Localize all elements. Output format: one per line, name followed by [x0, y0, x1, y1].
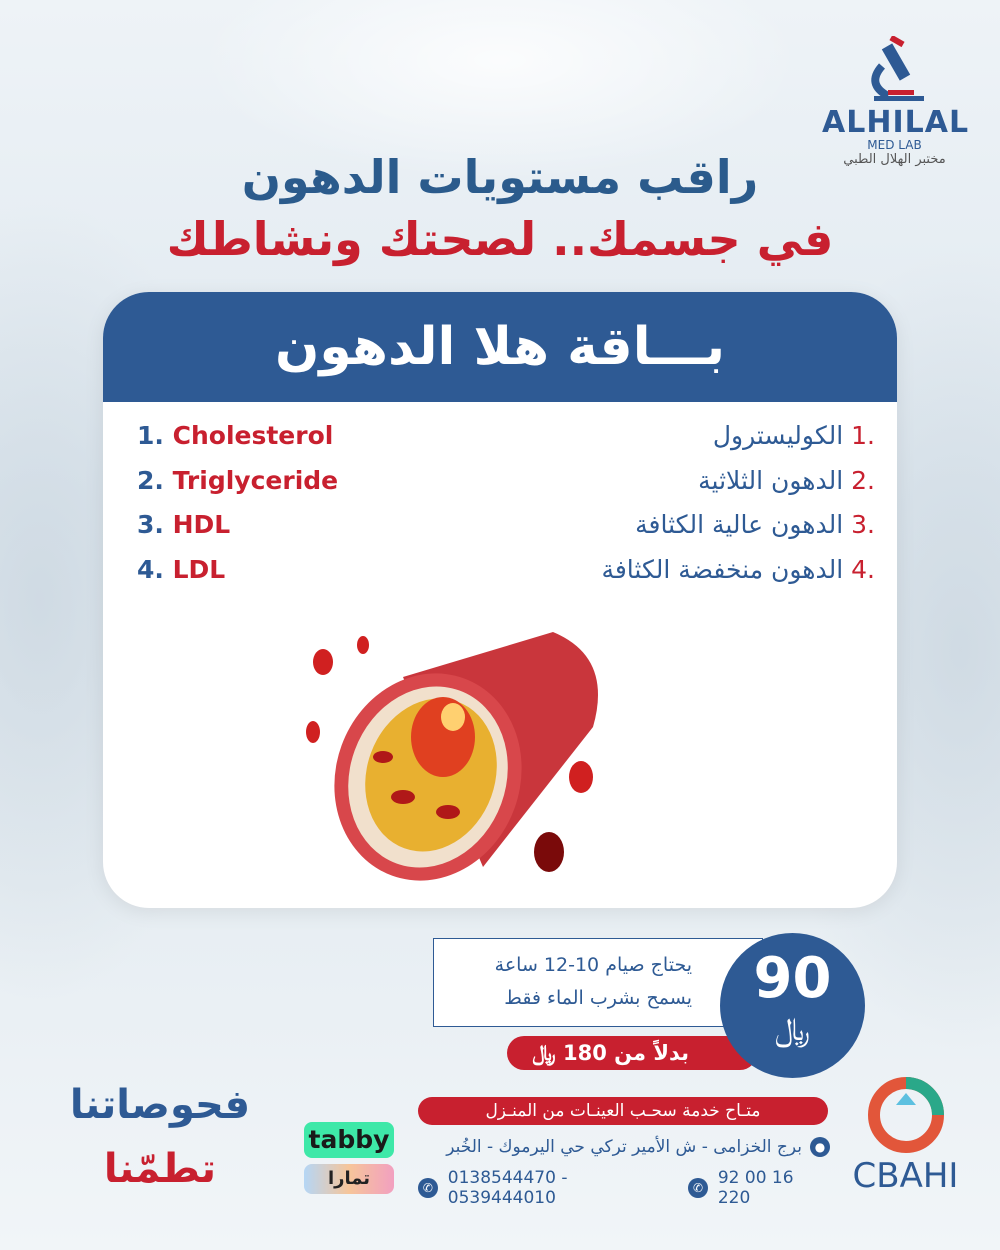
water-note: يسمح بشرب الماء فقط	[504, 987, 692, 1009]
test-item: .3 الدهون عالية الكثافة	[635, 510, 875, 539]
logo-sub: MED LAB	[867, 138, 922, 152]
fasting-info: يحتاج صيام 10-12 ساعة يسمح بشرب الماء فق…	[433, 938, 763, 1027]
test-item: 2. Triglyceride	[137, 465, 339, 495]
location-pin-icon: ●	[810, 1137, 830, 1157]
riyal-icon: ﷼	[774, 1010, 811, 1048]
test-item: 4. LDL	[137, 554, 226, 584]
logo-arabic: مختبر الهلال الطبي	[843, 152, 946, 167]
package-card: بـــاقة هلا الدهون 1. Cholesterol 2. Tri…	[103, 292, 897, 908]
headline-line2: في جسمك.. لصحتك ونشاطك	[166, 212, 834, 266]
whatsapp-numbers[interactable]: 0138544470 - 0539444010	[447, 1168, 568, 1208]
package-title: بـــاقة هلا الدهون	[103, 292, 897, 402]
price-badge: 90 ﷼	[720, 933, 865, 1078]
alhilal-logo: ALHILAL MED LAB مختبر الهلال الطبي	[822, 34, 970, 167]
test-item: .4 الدهون منخفضة الكثافة	[601, 554, 875, 584]
test-item: 3. HDL	[137, 510, 231, 539]
cbahi-logo: CBAHI	[848, 1075, 963, 1193]
home-service-banner: متـاح خدمة سحـب العينـات من المنـزل	[418, 1097, 828, 1125]
cbahi-emblem-icon	[867, 1077, 944, 1153]
test-item: 1. Cholesterol	[137, 421, 334, 450]
tests-list-ar: .1 الكوليسترول .2 الدهون الثلاثية .3 الد…	[601, 414, 875, 592]
headline-line1: راقب مستويات الدهون	[241, 150, 759, 204]
slogan-line1: فحوصاتنا	[69, 1082, 251, 1128]
cbahi-text: CBAHI	[852, 1156, 959, 1196]
test-item: .2 الدهون الثلاثية	[698, 465, 875, 495]
microscope-icon	[870, 34, 924, 101]
artery-illustration	[306, 632, 598, 881]
test-item: .1 الكوليسترول	[712, 421, 875, 450]
contact-phones: ✆ 0138544470 - 0539444010 ✆ 92 00 16 220	[418, 1168, 830, 1208]
tamara-badge: تمارا	[304, 1164, 394, 1194]
old-price: بدلاً من 180 ﷼	[507, 1036, 757, 1070]
tests-list-en: 1. Cholesterol 2. Triglyceride 3. HDL 4.…	[137, 414, 338, 592]
address: ● برج الخزامى - ش الأمير تركي حي اليرموك …	[418, 1137, 830, 1157]
phone-icon: ✆	[688, 1178, 708, 1198]
logo-name: ALHILAL	[822, 105, 970, 140]
price-value: 90	[753, 946, 832, 1011]
whatsapp-icon: ✆	[418, 1178, 438, 1198]
address-text: برج الخزامى - ش الأمير تركي حي اليرموك -…	[446, 1137, 802, 1157]
tabby-badge: tabby	[304, 1122, 394, 1158]
phone-number[interactable]: 92 00 16 220	[717, 1168, 794, 1208]
fasting-note: يحتاج صيام 10-12 ساعة	[494, 954, 692, 976]
slogan-line2: تطمّنا	[103, 1146, 217, 1192]
